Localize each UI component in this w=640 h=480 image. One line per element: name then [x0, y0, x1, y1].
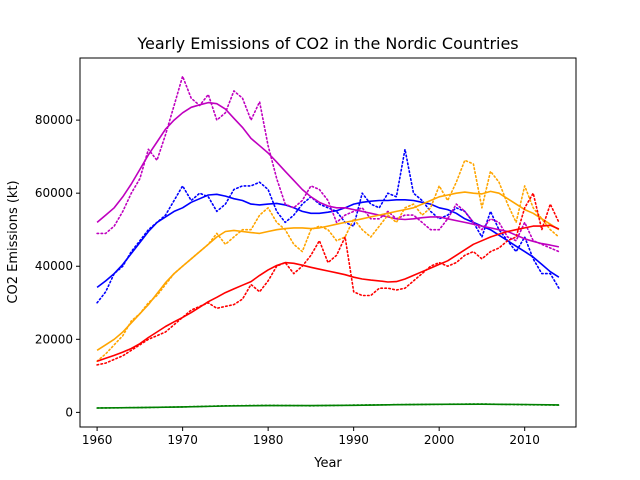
y-tick-label: 0: [65, 405, 73, 419]
x-tick-label: 1980: [253, 433, 284, 447]
series-line-3: [96, 75, 560, 253]
x-tick-label: 2010: [509, 433, 540, 447]
x-axis: 1960 1970 1980 1990 2000 2010: [82, 427, 540, 447]
y-axis: 0 20000 40000 60000 80000: [35, 113, 80, 419]
y-tick-label: 20000: [35, 332, 73, 346]
y-tick-label: 80000: [35, 113, 73, 127]
plot-frame: [79, 57, 577, 428]
series-line-4: [96, 101, 560, 248]
y-axis-label: CO2 Emissions (kt): [6, 180, 21, 303]
y-tick-label: 40000: [35, 259, 73, 273]
x-axis-label: Year: [313, 456, 342, 471]
series-line-7: [96, 192, 560, 366]
series-line-8: [96, 224, 560, 362]
series-line-1: [96, 148, 560, 304]
chart-title: Yearly Emissions of CO2 in the Nordic Co…: [136, 34, 518, 53]
series-line-10: [97, 403, 559, 409]
x-tick-label: 1990: [338, 433, 369, 447]
series-line-6: [96, 190, 560, 351]
y-tick-label: 60000: [35, 186, 73, 200]
x-tick-label: 1960: [82, 433, 113, 447]
x-tick-label: 1970: [167, 433, 198, 447]
x-tick-label: 2000: [424, 433, 455, 447]
plot-area: [96, 75, 560, 409]
